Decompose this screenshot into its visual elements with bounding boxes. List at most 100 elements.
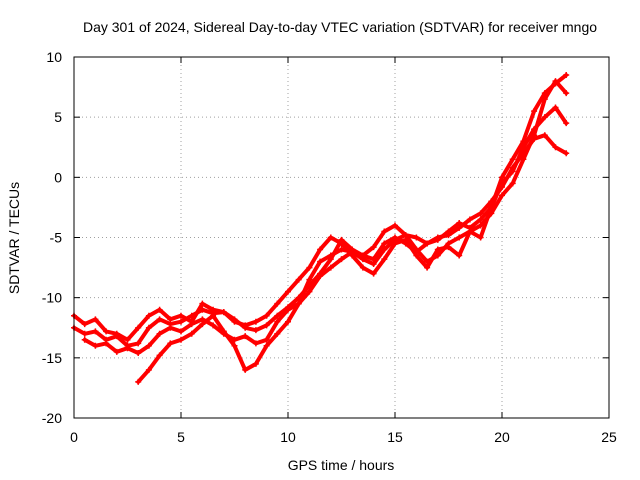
data-point-track-b [456,224,463,231]
y-tick-label: -5 [50,230,63,246]
data-point-track-d [145,366,152,373]
data-point-track-b [541,132,548,139]
data-point-track-b [274,318,281,325]
data-point-track-d [178,336,184,343]
data-point-track-a [552,104,559,111]
data-point-track-b [306,288,313,295]
data-point-track-c [381,256,388,263]
data-point-track-d [499,192,505,199]
data-point-track-d [488,210,495,217]
data-point-track-a [477,216,484,223]
data-point-track-a [135,340,142,347]
data-point-track-d [402,232,409,239]
data-point-track-a [145,324,152,331]
data-point-track-c [178,312,184,319]
data-point-track-b [509,164,516,171]
data-point-track-c [306,264,313,271]
data-point-track-b [124,345,131,352]
data-point-track-b [92,342,99,349]
data-point-track-c [295,276,302,283]
data-point-track-c [103,328,110,335]
x-tick-label: 5 [177,429,185,445]
data-point-track-a [541,114,548,121]
data-point-track-d [295,300,302,307]
x-tick-label: 10 [280,429,296,445]
y-tick-label: 10 [46,49,62,65]
y-tick-label: -10 [42,290,62,306]
data-point-track-b [477,210,484,217]
data-point-track-d [520,156,527,163]
y-axis-label: SDTVAR / TECUs [6,182,22,294]
data-point-track-c [242,322,249,329]
data-point-track-d [531,132,538,139]
data-point-track-c [531,108,538,115]
x-tick-label: 0 [70,429,78,445]
data-point-track-b [145,342,152,349]
x-tick-label: 20 [494,429,510,445]
data-point-track-b [424,240,431,247]
data-point-track-a [274,312,281,319]
data-point-track-b [327,264,334,271]
data-point-track-d [167,340,174,347]
data-point-track-b [167,324,174,331]
data-point-track-c [188,318,195,325]
data-point-track-c [520,138,527,145]
data-point-track-a [370,244,377,251]
data-point-track-d [317,258,324,265]
data-point-track-c [220,309,227,316]
y-tick-label: 5 [54,109,62,125]
data-point-track-b [242,333,249,340]
y-tick-label: -20 [42,410,62,426]
data-point-track-c [156,306,163,313]
data-point-track-c [477,234,484,241]
data-point-track-d [445,240,452,247]
data-point-track-b [338,256,345,263]
series-line-track-a [72,105,569,348]
data-point-track-c [285,288,291,295]
data-point-track-c [499,174,505,181]
data-point-track-d [413,246,420,253]
data-point-track-c [434,246,441,253]
data-point-track-c [263,312,270,319]
data-point-track-d [252,360,259,367]
data-point-track-c [317,246,324,253]
data-point-track-d [327,252,334,259]
data-point-track-b [381,240,388,247]
x-tick-label: 15 [387,429,403,445]
data-point-track-a [156,316,163,323]
data-point-track-a [178,318,184,325]
data-point-track-d [359,256,366,263]
data-point-track-c [338,240,345,247]
data-point-track-b [210,322,217,329]
data-point-track-a [263,322,270,329]
data-point-track-d [306,276,313,283]
data-point-track-b [252,340,259,347]
data-point-track-c [413,252,420,259]
plot-area [71,72,570,385]
data-point-track-d [274,330,281,337]
data-point-track-d [188,330,195,337]
data-point-track-b [552,144,559,151]
data-point-track-a [392,222,398,229]
data-point-track-d [242,366,249,373]
data-point-track-a [92,328,99,335]
data-point-track-d [424,258,431,265]
data-point-track-b [156,330,163,337]
chart-title: Day 301 of 2024, Sidereal Day-to-day VTE… [83,19,597,35]
data-point-track-c [456,252,463,259]
data-point-track-c [113,330,120,337]
data-point-track-d [456,234,463,241]
x-axis-label: GPS time / hours [288,457,395,473]
series-line-track-b [82,133,569,355]
data-point-track-c [145,312,152,319]
series-line-track-d [136,79,569,384]
data-point-track-c [563,72,570,79]
data-point-track-d [563,90,570,97]
data-point-track-b [178,328,184,335]
x-tick-label: 25 [601,429,617,445]
data-point-track-b [317,273,324,280]
data-point-track-c [252,318,259,325]
y-tick-label: -15 [42,350,62,366]
data-point-track-d [370,260,377,267]
